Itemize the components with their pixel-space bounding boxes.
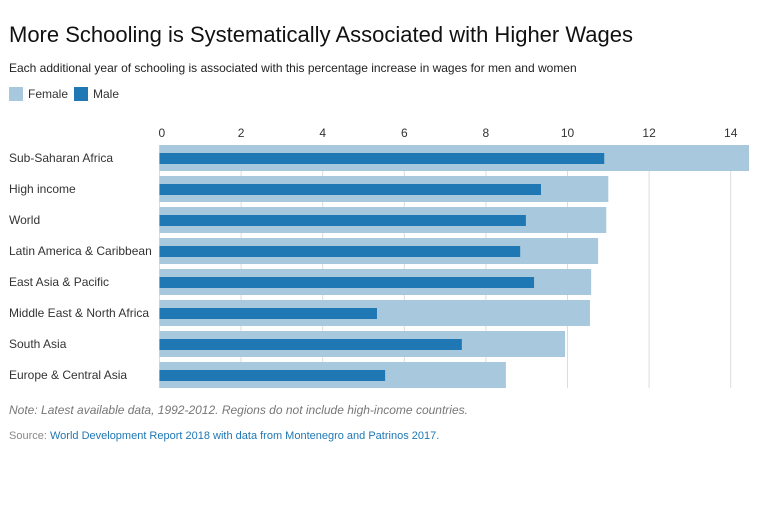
x-tick-label: 6 bbox=[401, 126, 408, 140]
bar-male[interactable] bbox=[159, 184, 541, 195]
legend-label-female: Female bbox=[28, 87, 69, 101]
x-axis-ticks: 0 2 4 6 8 10 12 14 bbox=[159, 126, 738, 140]
bar-male[interactable] bbox=[159, 215, 526, 226]
bar-male[interactable] bbox=[159, 308, 377, 319]
category-label: South Asia bbox=[9, 337, 67, 351]
x-tick-label: 2 bbox=[238, 126, 245, 140]
bar-male[interactable] bbox=[159, 370, 386, 381]
chart-title: More Schooling is Systematically Associa… bbox=[9, 22, 634, 47]
category-label: Middle East & North Africa bbox=[9, 306, 149, 320]
legend-item-male[interactable]: Male bbox=[74, 87, 119, 101]
category-labels: Sub-Saharan Africa High income World Latin … bbox=[9, 151, 152, 382]
bar-male[interactable] bbox=[159, 246, 521, 257]
category-label: Latin America & Caribbean bbox=[9, 244, 152, 258]
x-tick-label: 12 bbox=[642, 126, 656, 140]
category-label: East Asia & Pacific bbox=[9, 275, 109, 289]
legend-swatch-male bbox=[74, 87, 89, 101]
x-tick-label: 8 bbox=[483, 126, 490, 140]
source-label: Source: bbox=[9, 430, 47, 442]
bars bbox=[159, 145, 750, 388]
category-label: Sub-Saharan Africa bbox=[9, 151, 113, 165]
legend: Female Male bbox=[9, 87, 125, 101]
source-link[interactable]: World Development Report 2018 with data … bbox=[49, 430, 440, 442]
bar-male[interactable] bbox=[159, 339, 462, 350]
legend-label-male: Male bbox=[93, 87, 120, 101]
category-label: World bbox=[9, 213, 40, 227]
bar-male[interactable] bbox=[159, 277, 535, 288]
category-label: High income bbox=[9, 182, 76, 196]
legend-item-female[interactable]: Female bbox=[9, 87, 68, 101]
legend-swatch-female bbox=[9, 87, 23, 101]
x-tick-label: 10 bbox=[561, 126, 575, 140]
x-tick-label: 0 bbox=[159, 126, 166, 140]
bar-male[interactable] bbox=[159, 153, 605, 164]
category-label: Europe & Central Asia bbox=[9, 368, 127, 382]
x-tick-label: 4 bbox=[319, 126, 326, 140]
x-tick-label: 14 bbox=[724, 126, 738, 140]
chart-subtitle: Each additional year of schooling is ass… bbox=[9, 61, 577, 75]
chart-source: Source: World Development Report 2018 wi… bbox=[9, 430, 439, 442]
chart-note: Note: Latest available data, 1992-2012. … bbox=[9, 403, 468, 417]
